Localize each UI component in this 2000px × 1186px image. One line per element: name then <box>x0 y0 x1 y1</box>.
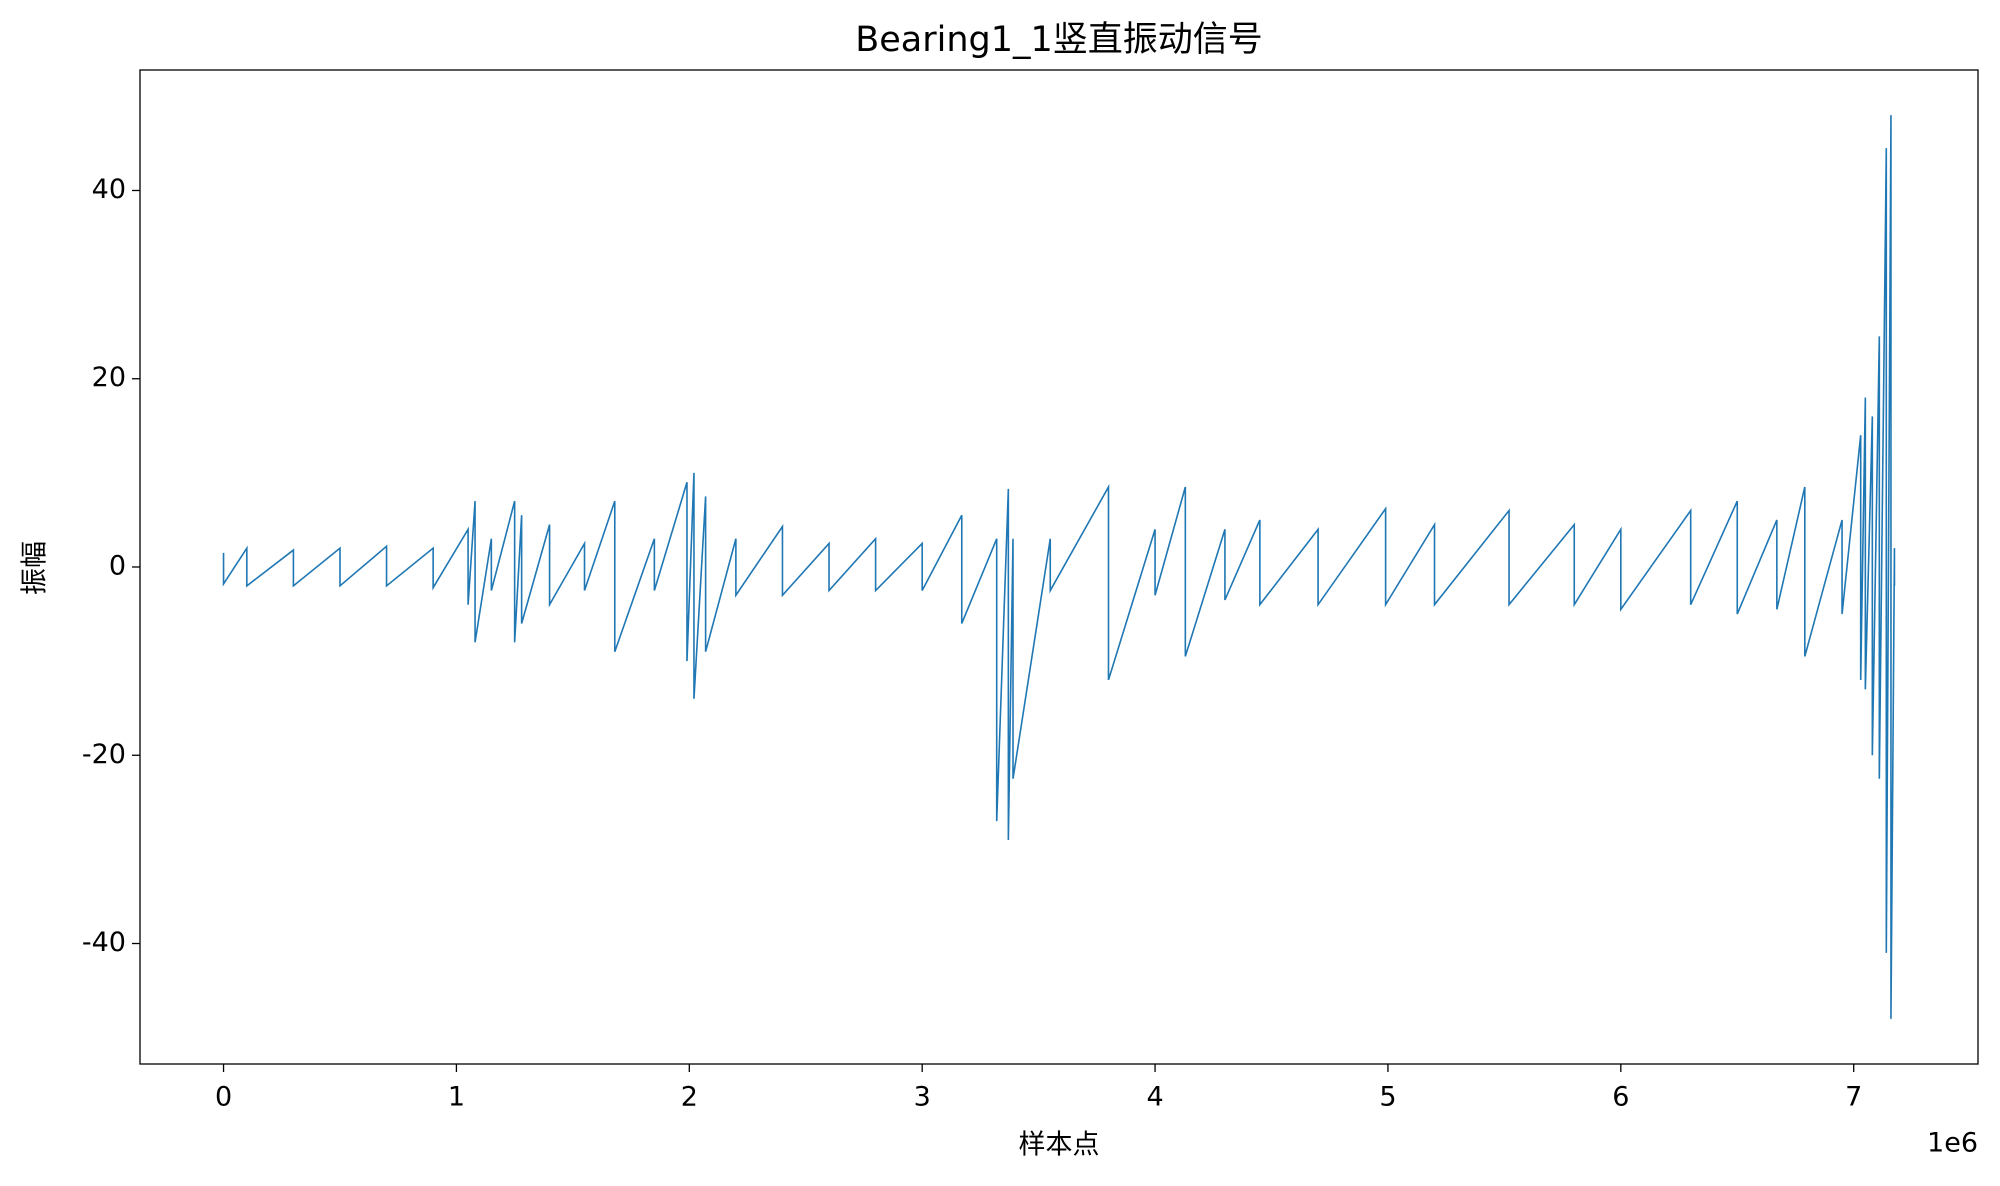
chart-title: Bearing1_1竖直振动信号 <box>855 20 1263 60</box>
x-tick-label: 4 <box>1146 1082 1163 1113</box>
x-tick-label: 2 <box>681 1082 698 1113</box>
x-tick-label: 5 <box>1379 1082 1396 1113</box>
signal-line <box>222 115 1896 1019</box>
x-axis-label: 样本点 <box>1019 1130 1100 1161</box>
x-tick-label: 6 <box>1612 1082 1629 1113</box>
x-tick-label: 3 <box>914 1082 931 1113</box>
y-tick-label: -40 <box>82 927 126 958</box>
x-tick-label: 1 <box>448 1082 465 1113</box>
x-offset-label: 1e6 <box>1927 1128 1978 1159</box>
x-tick-label: 0 <box>215 1082 232 1113</box>
plot-frame <box>139 69 1979 1065</box>
y-tick-label: 20 <box>92 362 126 393</box>
y-tick-label: -20 <box>82 739 126 770</box>
x-tick-label: 7 <box>1845 1082 1862 1113</box>
y-tick-label: 0 <box>109 551 126 582</box>
y-tick-label: 40 <box>92 174 126 205</box>
y-axis-label: 振幅 <box>20 541 51 595</box>
